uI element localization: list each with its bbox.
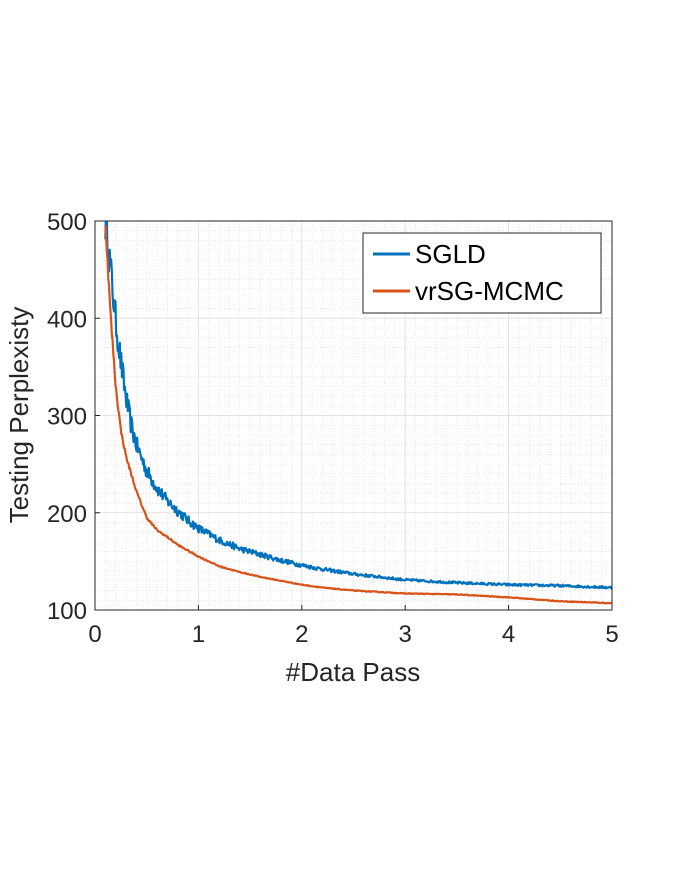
axis-ticks [94, 220, 613, 611]
x-tick-label: 3 [399, 621, 412, 648]
y-tick-label: 100 [47, 598, 87, 625]
x-tick-label: 1 [192, 621, 205, 648]
legend-box [362, 232, 602, 314]
series-line-vrsg-mcmc [104, 225, 612, 605]
y-tick-labels: 100 200 300 400 500 [47, 209, 87, 625]
y-tick-label: 300 [47, 404, 87, 431]
y-axis-title: Testing Perplexisty [4, 307, 34, 524]
legend: SGLD vrSG-MCMC [362, 232, 602, 314]
series-line-sgld [104, 221, 612, 590]
x-tick-label: 2 [295, 621, 308, 648]
minor-grid [95, 221, 612, 610]
x-tick-label: 4 [502, 621, 515, 648]
x-axis-title: #Data Pass [286, 657, 420, 687]
series-layer [104, 221, 612, 605]
legend-label-sgld: SGLD [415, 239, 486, 269]
y-tick-label: 200 [47, 501, 87, 528]
legend-label-vrsg-mcmc: vrSG-MCMC [415, 276, 564, 306]
x-tick-labels: 0 1 2 3 4 5 [88, 621, 618, 648]
x-tick-label: 5 [605, 621, 618, 648]
y-tick-label: 400 [47, 306, 87, 333]
x-tick-label: 0 [88, 621, 101, 648]
y-tick-label: 500 [47, 209, 87, 236]
